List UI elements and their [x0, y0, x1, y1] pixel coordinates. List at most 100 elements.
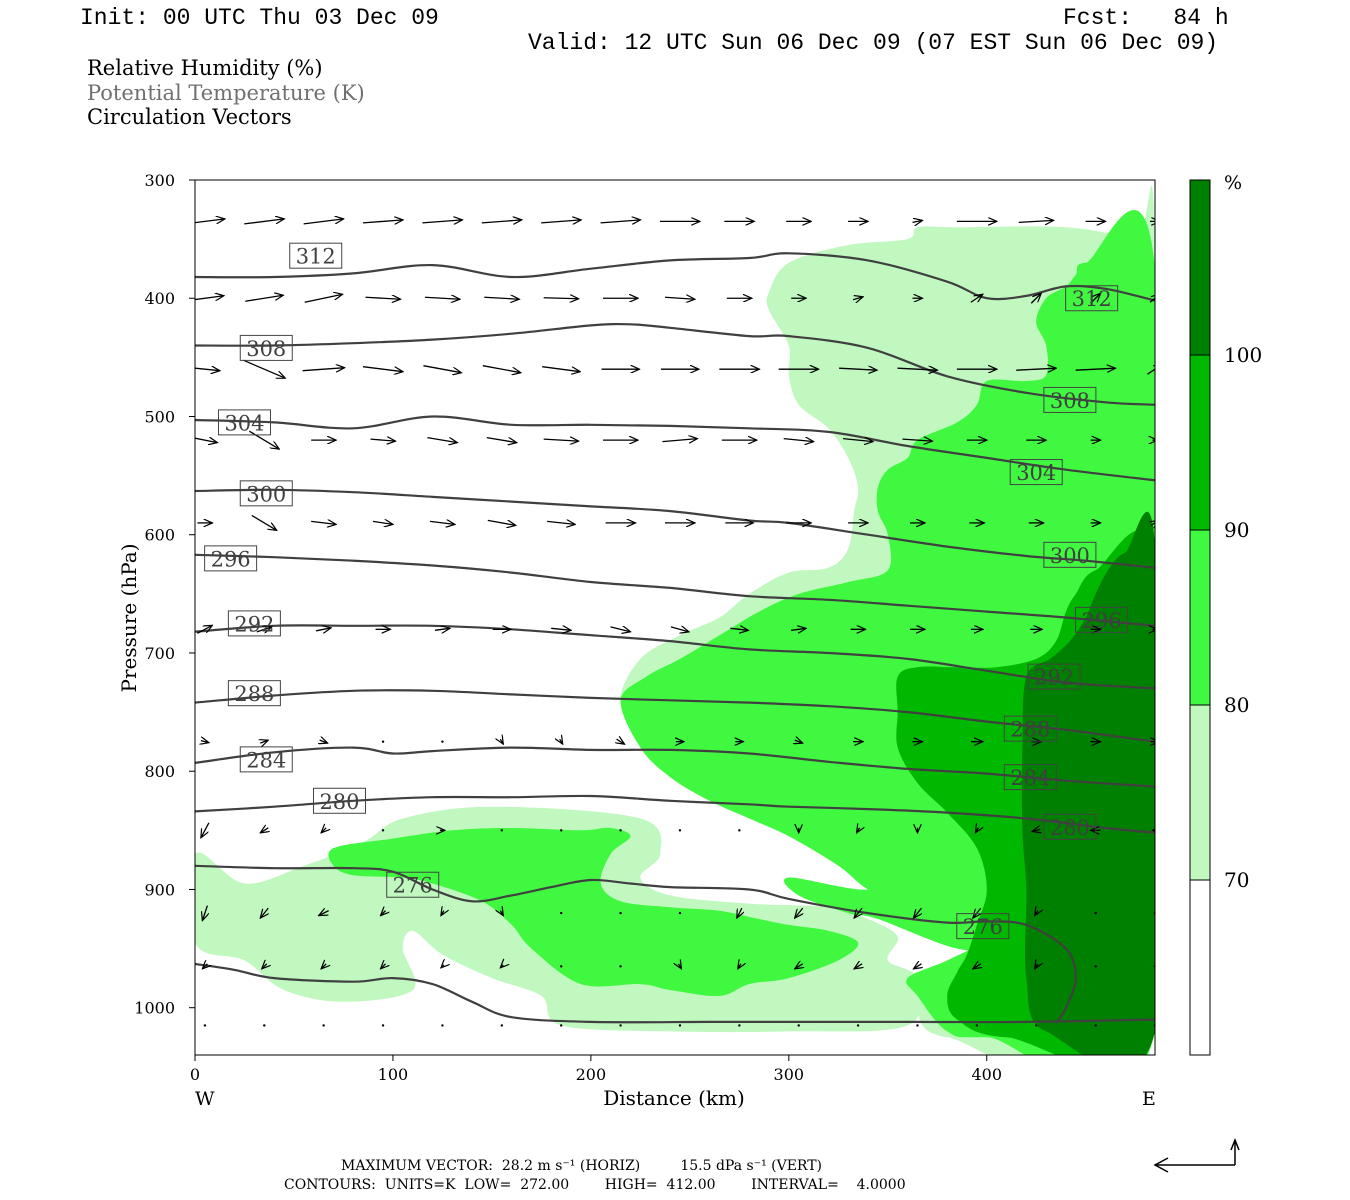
colorbar-frame: [1189, 179, 1211, 1056]
theta-contour-292: [195, 624, 1155, 690]
valid-time: Valid: 12 UTC Sun 06 Dec 09 (07 EST Sun …: [528, 30, 1219, 56]
contour-label: 292: [234, 612, 274, 636]
circulation-vector: [203, 1024, 207, 1027]
circulation-vector: [197, 625, 212, 634]
theta-contour-308: [195, 322, 1155, 406]
x-tick-label: 0: [190, 1065, 200, 1084]
circulation-vector: [551, 628, 571, 630]
circulation-vector: [857, 828, 860, 833]
circulation-vector: [202, 964, 207, 969]
theta-contour-288: [195, 689, 1155, 743]
circulation-vector: [302, 368, 345, 371]
colorbar-bin-100: [1190, 180, 1210, 355]
contour-label-box: [239, 334, 293, 361]
circulation-vector: [486, 436, 517, 443]
circulation-vector: [559, 965, 563, 968]
contour-label-box: [1003, 764, 1057, 791]
theta-contour-284: [195, 746, 1155, 788]
init-time: Init: 00 UTC Thu 03 Dec 09: [80, 5, 439, 31]
circulation-vector: [617, 739, 625, 744]
circulation-vector: [500, 965, 503, 968]
circulation-vector: [484, 297, 519, 299]
circulation-vector: [678, 829, 682, 832]
contour-label: 300: [246, 482, 286, 506]
rh-region-100: [1021, 512, 1155, 1055]
colorbar-bin-60: [1190, 880, 1210, 1055]
circulation-vector: [791, 628, 806, 630]
circulation-vector: [913, 964, 921, 969]
contour-label-box: [1075, 606, 1129, 633]
circulation-vector: [1149, 294, 1155, 302]
circulation-vector: [1147, 364, 1155, 375]
contour-label: 284: [246, 748, 286, 772]
contour-label-box: [312, 787, 366, 814]
contour-label: 280: [1050, 816, 1090, 840]
circulation-vector: [441, 965, 444, 968]
circulation-vector: [481, 220, 522, 223]
circulation-vector: [1035, 911, 1038, 916]
circulation-vector: [1075, 368, 1116, 370]
circulation-vector: [543, 439, 579, 441]
colorbar-bin-80: [1190, 530, 1210, 705]
y-tick-label: 1000: [134, 999, 175, 1018]
contour-label-box: [227, 680, 281, 707]
circulation-vector: [912, 220, 922, 222]
circulation-vector: [381, 829, 385, 832]
contour-label-box: [956, 913, 1010, 940]
circulation-vector: [541, 220, 581, 223]
contour-label: 312: [296, 245, 336, 269]
circulation-vector: [322, 1024, 325, 1027]
contour-label: 308: [246, 337, 286, 361]
theta-contour-296: [195, 553, 1155, 627]
circulation-vector: [839, 368, 877, 370]
theta-contour-276: [195, 864, 1077, 1024]
circulation-vector: [441, 740, 444, 743]
circulation-vector: [319, 911, 329, 916]
circulation-vector: [795, 907, 803, 918]
legend-vectors: Circulation Vectors: [87, 105, 292, 129]
circulation-vector: [738, 964, 741, 969]
circulation-vector: [201, 822, 210, 838]
circulation-vector: [441, 911, 444, 916]
contour-label: 288: [234, 682, 274, 706]
circulation-vector: [321, 964, 326, 969]
circulation-vector: [434, 628, 450, 630]
circulation-vector: [670, 627, 689, 632]
circulation-vector: [795, 964, 803, 969]
circulation-vector: [902, 439, 932, 441]
circulation-vector: [304, 294, 343, 303]
circulation-vector: [311, 521, 336, 524]
circulation-vector: [678, 911, 682, 915]
circulation-vector: [678, 964, 681, 969]
circulation-vector: [381, 1024, 385, 1027]
circulation-vector: [195, 296, 224, 301]
circulation-vector: [260, 740, 268, 743]
contour-label-box: [1027, 663, 1081, 690]
circulation-vector: [316, 628, 331, 631]
circulation-vector: [1018, 220, 1054, 222]
contour-label-box: [227, 610, 281, 637]
circulation-vector: [662, 439, 697, 442]
circulation-vector: [381, 964, 386, 969]
reference-vector-icon: [1153, 1137, 1240, 1173]
circulation-vector: [854, 964, 862, 969]
legend-rh: Relative Humidity (%): [87, 56, 323, 80]
y-tick-label: 300: [144, 171, 175, 190]
x-tick-label: 300: [774, 1065, 805, 1084]
circulation-vector: [1035, 1024, 1038, 1027]
circulation-vector: [1094, 965, 1097, 968]
y-tick-label: 500: [144, 407, 175, 426]
circulation-vector: [619, 1024, 622, 1027]
circulation-vector: [362, 366, 403, 372]
x-tick-label: 400: [971, 1065, 1002, 1084]
circulation-vector: [303, 219, 344, 225]
contour-label-box: [1043, 541, 1097, 568]
contour-label-box: [1043, 813, 1097, 840]
circulation-vector: [542, 366, 580, 372]
x-end-label-west: W: [195, 1088, 215, 1110]
contour-label-box: [1003, 715, 1057, 742]
circulation-vector: [245, 295, 283, 302]
circulation-vector: [248, 430, 279, 449]
colorbar-tick-label: 90: [1224, 518, 1249, 542]
